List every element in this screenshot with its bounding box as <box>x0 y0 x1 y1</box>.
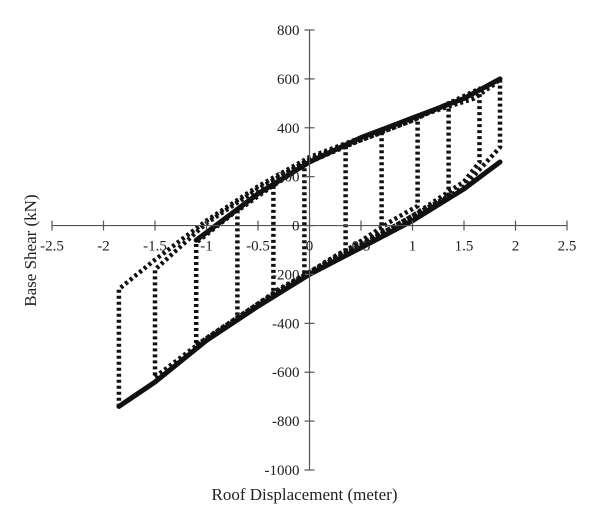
y-tick-label: -200 <box>272 267 300 283</box>
x-tick-label: -1.5 <box>143 239 167 255</box>
x-tick-label: 0.5 <box>352 239 371 255</box>
y-tick-label: 400 <box>277 121 300 137</box>
y-axis-ticks: -1000 -800 -600 -400 -200 0 200 400 600 800 <box>265 23 315 479</box>
y-axis-title: Base Shear (kN) <box>21 194 40 306</box>
x-tick-label: 2.5 <box>558 239 577 255</box>
x-tick-label: -0.5 <box>246 239 270 255</box>
hysteresis-loop-5 <box>271 130 384 299</box>
y-tick-label: 800 <box>277 23 300 39</box>
x-tick-label: -2.5 <box>40 239 64 255</box>
x-axis-ticks: -2.5 -2 -1.5 -1 -0.5 0 0.5 1 1.5 2 2.5 <box>40 220 577 255</box>
x-axis-title: Roof Displacement (meter) <box>212 485 398 504</box>
x-tick-label: -1 <box>200 239 213 255</box>
x-tick-label: 1 <box>409 239 417 255</box>
x-tick-label: 2 <box>512 239 520 255</box>
x-tick-label: -2 <box>97 239 110 255</box>
x-tick-label: 0 <box>306 239 314 255</box>
hysteresis-loop-4 <box>235 115 420 321</box>
y-tick-label: 600 <box>277 72 300 88</box>
y-tick-label: -400 <box>272 316 300 332</box>
y-tick-label: 200 <box>277 170 300 186</box>
envelope-line-2 <box>193 76 503 243</box>
x-tick-label: 1.5 <box>455 239 474 255</box>
y-tick-label: -1000 <box>265 463 300 479</box>
y-tick-label: -600 <box>272 365 300 381</box>
y-tick-label: -800 <box>272 414 300 430</box>
y-tick-label: 0 <box>292 219 300 235</box>
